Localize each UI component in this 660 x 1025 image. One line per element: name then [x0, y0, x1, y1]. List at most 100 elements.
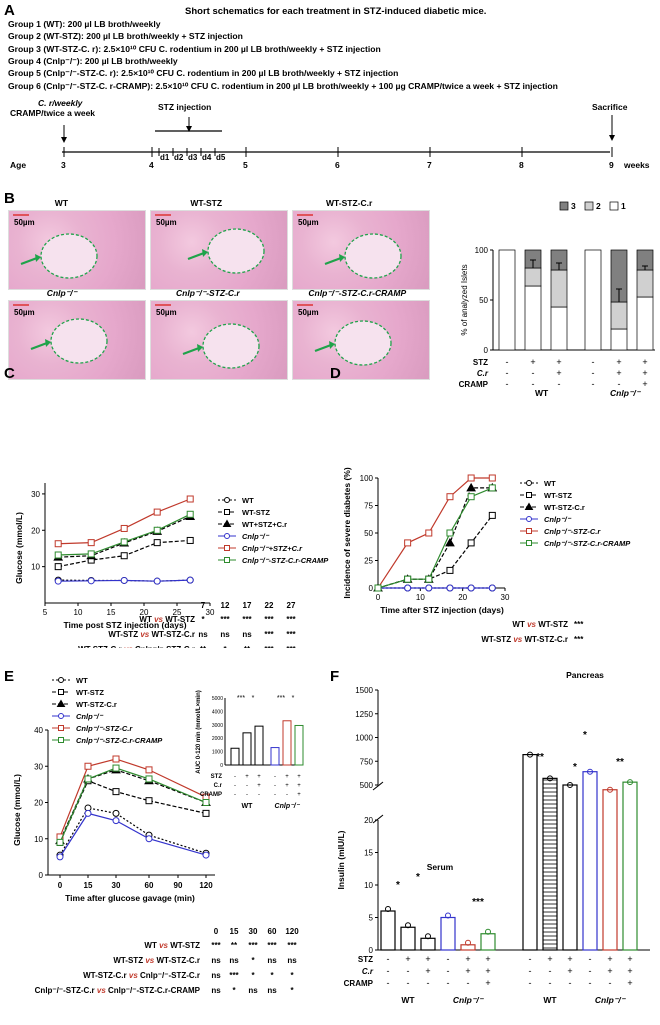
stz-label: STZ injection [158, 102, 211, 112]
inset-y-axis-label: AUC 0-120 min (mmol/L×min) [196, 690, 202, 774]
y-tick-label: 30 [31, 490, 40, 499]
data-point [488, 484, 496, 492]
data-point [153, 539, 161, 547]
group-2: Group 2 (WT-STZ): 200 µl LB broth/weekly… [8, 31, 243, 42]
data-point [112, 788, 120, 796]
x-tick-label: 30 [206, 608, 215, 617]
inset-row-sign: + [285, 783, 289, 789]
data-point [58, 725, 64, 731]
series-line [58, 498, 191, 545]
serum-bar [380, 910, 396, 951]
row-sign: - [467, 978, 470, 988]
y-axis-label: % of analyzed Islets [460, 264, 469, 335]
data-point [186, 536, 194, 544]
data-point [112, 755, 120, 763]
y-tick-label: 15 [364, 849, 373, 858]
y-tick-label: 10 [34, 835, 43, 844]
data-point [56, 838, 64, 846]
cr-weekly-label: C. r/weekly [38, 98, 84, 108]
group-label: Cnlp⁻/⁻ [453, 995, 485, 1005]
stats-value: *** [220, 615, 230, 624]
data-point [224, 497, 230, 503]
bar-segment-1 [550, 306, 568, 351]
axis-break [372, 814, 384, 824]
y-axis-label: Glucose (mmol/L) [12, 774, 22, 846]
data-point [112, 809, 120, 817]
inset-row-sign: - [274, 783, 276, 789]
data-point [466, 482, 476, 492]
stats-row-label: WT-STZ-C.r vs Cnlp⁻/⁻-STZ-C.r [83, 971, 200, 980]
stats-value: *** [287, 941, 297, 950]
day-label: d2 [174, 153, 184, 162]
arrowhead-icon [45, 339, 51, 347]
micrograph: 50µm [292, 300, 430, 380]
stats-value: ** [200, 645, 207, 648]
group-label: Cnlp⁻/⁻ [610, 388, 641, 398]
row-sign: - [549, 978, 552, 988]
stats-row-label: WT vs WT-STZ [139, 615, 195, 624]
serum-significance: * [416, 872, 420, 883]
row-sign: - [407, 966, 410, 976]
chart-d: 0 25 50 75 100 0 10 20 30 Time after STZ injectio… [342, 467, 631, 644]
x-tick-label: 30 [112, 881, 121, 890]
micrograph: 50µm [292, 210, 430, 290]
age-tick-label: 9 [609, 160, 614, 170]
y-tick-label: 1500 [355, 686, 373, 695]
row-sign: - [529, 978, 532, 988]
row-sign: - [589, 966, 592, 976]
row-sign: - [506, 357, 509, 367]
serum-bar [480, 933, 496, 951]
legend-label: WT-STZ [242, 508, 270, 517]
data-point [84, 809, 92, 817]
inset-bar [282, 720, 292, 766]
inset-row-label: C.r [214, 783, 223, 789]
stats-row-label: WT-STZ vs WT-STZ-C.r [481, 635, 568, 644]
stats-value: *** [264, 630, 274, 639]
row-sign: - [609, 978, 612, 988]
inset-row-sign: - [234, 792, 236, 798]
serum-point [445, 912, 451, 919]
group-3: Group 3 (WT-STZ-C. r): 2.5×10¹⁰ CFU C. r… [8, 43, 381, 54]
row-label: C.r [477, 369, 489, 378]
serum-bar [400, 926, 416, 951]
row-sign: + [485, 966, 490, 976]
pancreas-point [567, 782, 573, 788]
arrowhead-icon [35, 254, 41, 262]
pancreas-significance: ** [616, 757, 624, 768]
serum-bar [420, 937, 436, 951]
y-tick-label: 30 [34, 762, 43, 771]
x-tick-label: 0 [376, 593, 381, 602]
inset-bar [242, 732, 252, 766]
row-sign: - [592, 368, 595, 378]
pancreas-point [547, 775, 553, 782]
stats-value: ** [231, 941, 238, 950]
row-label: C.r [362, 967, 374, 976]
micrograph: 50µm [8, 210, 146, 290]
data-point [425, 575, 433, 583]
scale-label: 50µm [298, 308, 319, 317]
data-point [58, 677, 64, 683]
x-tick-label: 20 [458, 593, 467, 602]
y-tick-label: 50 [364, 529, 373, 538]
y-tick-label: 75 [364, 502, 373, 511]
bar-segment-1 [524, 285, 542, 351]
serum-title: Serum [427, 862, 454, 872]
x-tick-label: 30 [501, 593, 510, 602]
legend-swatch [609, 201, 619, 211]
pancreas-bar [622, 781, 638, 951]
data-point [467, 584, 475, 592]
y-tick-label: 0 [484, 346, 489, 355]
stats-col-header: 7 [201, 601, 206, 610]
row-sign: - [447, 966, 450, 976]
panel-c-letter: C [4, 365, 15, 382]
pancreas-significance: ** [536, 752, 544, 763]
x-tick-label: 15 [107, 608, 116, 617]
stats-value: ns [229, 956, 239, 965]
data-point [84, 762, 92, 770]
stats-value: * [270, 971, 274, 980]
pancreas-bar [542, 777, 558, 951]
serum-bar [440, 916, 456, 951]
islet-outline [155, 214, 265, 274]
x-tick-label: 10 [416, 593, 425, 602]
data-point [145, 766, 153, 774]
